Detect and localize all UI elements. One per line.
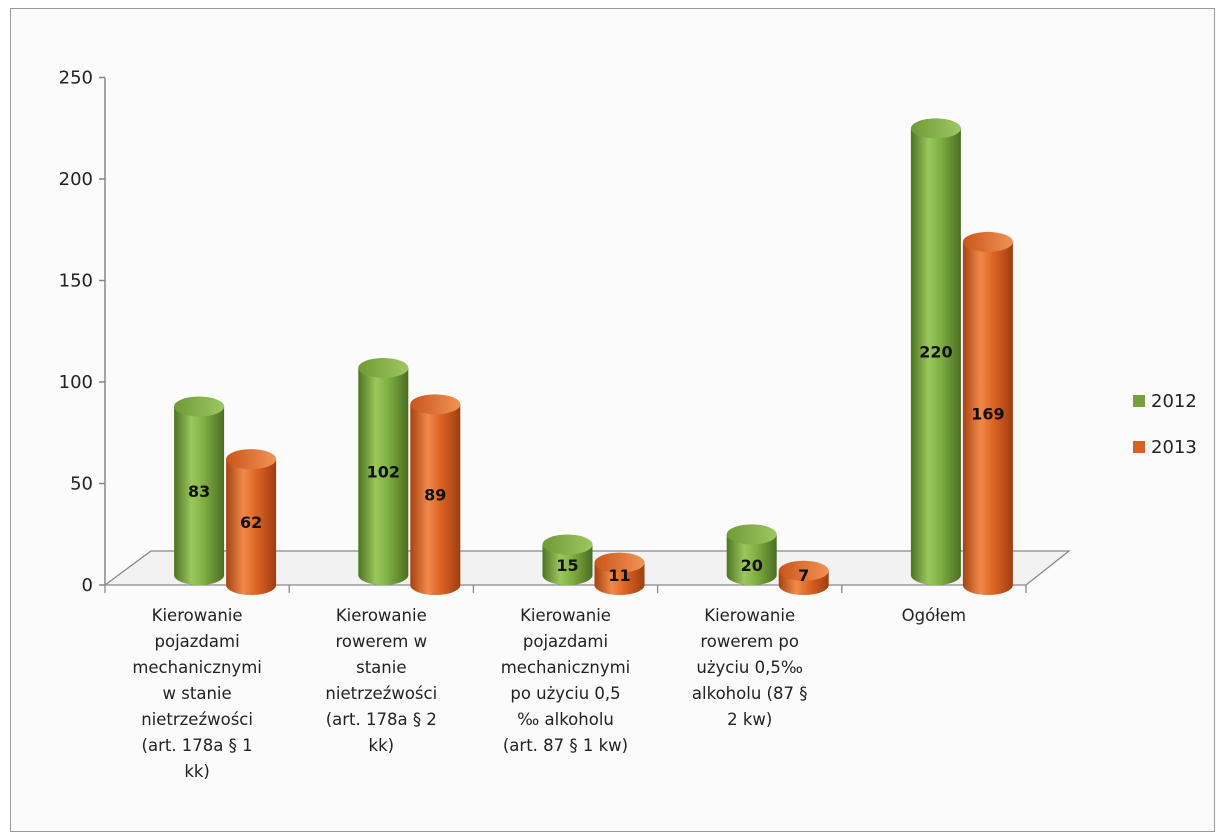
data-label-2013-4: 169 xyxy=(971,404,1004,423)
data-label-2012-2: 15 xyxy=(556,556,578,575)
bar-2013-4 xyxy=(962,231,1013,595)
x-category-label: Kierowanie pojazdami mechanicznymi po użyci… xyxy=(501,606,631,755)
x-category-label: Ogółem xyxy=(902,606,966,625)
y-tick-label: 150 xyxy=(59,271,93,292)
bar-2013-2 xyxy=(594,552,645,595)
bar-chart: 0 50 100 150 200 250 83 62 Kierowanie pojazdami m… xyxy=(59,68,1197,782)
bar-2013-0 xyxy=(226,449,277,595)
data-label-2012-3: 20 xyxy=(741,556,763,575)
legend-swatch-2012 xyxy=(1133,395,1145,407)
bar-2013-1 xyxy=(410,394,461,595)
data-label-2012-0: 83 xyxy=(188,482,210,501)
legend-swatch-2013 xyxy=(1133,441,1145,453)
data-label-2012-1: 102 xyxy=(367,462,400,481)
bar-2012-1 xyxy=(358,357,409,585)
y-tick-label: 250 xyxy=(59,68,93,89)
data-label-2013-0: 62 xyxy=(240,513,262,532)
data-label-2013-2: 11 xyxy=(608,566,630,585)
chart-frame: 0 50 100 150 200 250 83 62 Kierowanie pojazdami m… xyxy=(10,8,1215,832)
bar-2012-3 xyxy=(726,524,777,585)
x-category-label: Kierowanie rowerem po użyciu 0,5‰ alkoholu … xyxy=(692,606,808,729)
y-tick-label: 100 xyxy=(59,372,93,393)
x-category-label: Kierowanie rowerem w stanie nietrzeźwości (a… xyxy=(325,606,437,755)
y-tick-label: 200 xyxy=(59,169,93,190)
legend-label-2013: 2013 xyxy=(1151,437,1197,458)
data-label-2013-1: 89 xyxy=(424,486,446,505)
y-tick-label: 50 xyxy=(70,474,93,495)
bar-2012-2 xyxy=(542,534,593,585)
bar-2013-3 xyxy=(778,560,829,595)
data-label-2013-3: 7 xyxy=(798,566,809,585)
y-tick-label: 0 xyxy=(82,575,93,596)
data-label-2012-4: 220 xyxy=(919,343,952,362)
x-category-label: Kierowanie pojazdami mechanicznymi w stanie… xyxy=(132,606,262,781)
bar-2012-0 xyxy=(174,396,225,585)
bar-2012-4 xyxy=(910,118,961,585)
legend-label-2012: 2012 xyxy=(1151,391,1197,412)
